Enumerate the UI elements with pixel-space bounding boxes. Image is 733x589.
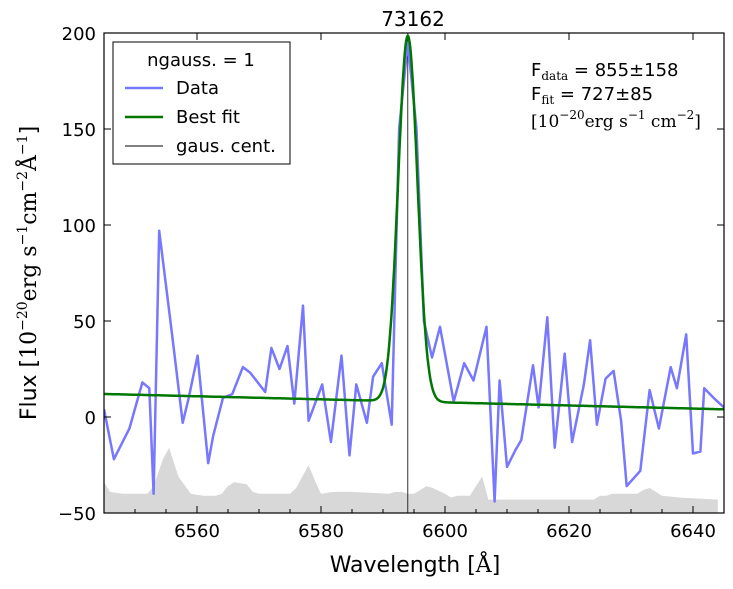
error-band: [104, 447, 718, 513]
best-fit-series: [104, 33, 724, 411]
x-tick-label: 6580: [298, 521, 344, 542]
legend: ngauss. = 1 Data Best fit gaus. cent.: [112, 41, 291, 165]
fit-line: [104, 33, 724, 411]
ffit-text: Ffit = 727±85: [531, 84, 653, 107]
x-axis-label: Wavelength [Å]: [330, 550, 501, 578]
flux-units-text: [10−20erg s−1 cm−2]: [531, 108, 701, 132]
y-tick-label: 100: [62, 216, 96, 237]
y-axis-label: Flux [10−20erg s−1cm−2Å−1]: [14, 126, 42, 420]
axis-ticks: 6560 6580 6600 6620 6640 −50 0 50 100 150 200: [58, 24, 725, 542]
error-band-area: [104, 447, 718, 513]
legend-box: [112, 41, 291, 165]
legend-data-label: Data: [176, 78, 219, 99]
fdata-text: Fdata = 855±158: [531, 60, 679, 83]
legend-center-label: gaus. cent.: [176, 136, 276, 157]
y-tick-label: 200: [62, 24, 96, 45]
y-tick-label: 50: [73, 312, 96, 333]
legend-fit-label: Best fit: [176, 107, 240, 128]
chart-title: 73162: [381, 7, 445, 31]
y-tick-label: 150: [62, 120, 96, 141]
x-tick-label: 6600: [422, 521, 468, 542]
y-tick-label: 0: [85, 408, 96, 429]
flux-annotation: Fdata = 855±158 Ffit = 727±85 [10−20erg …: [531, 60, 701, 132]
legend-title: ngauss. = 1: [147, 50, 255, 71]
x-tick-label: 6640: [670, 521, 716, 542]
y-tick-label: −50: [58, 504, 96, 525]
x-tick-label: 6560: [174, 521, 220, 542]
x-tick-label: 6620: [546, 521, 592, 542]
